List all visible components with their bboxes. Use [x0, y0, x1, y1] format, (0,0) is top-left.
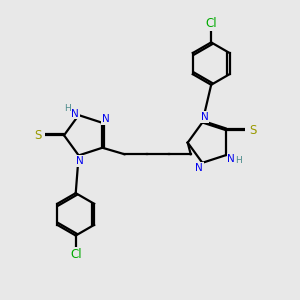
Text: N: N	[71, 109, 79, 118]
Text: H: H	[235, 156, 242, 165]
Text: N: N	[195, 163, 203, 172]
Text: S: S	[35, 129, 42, 142]
Text: N: N	[102, 114, 110, 124]
Text: N: N	[76, 156, 84, 166]
Text: S: S	[249, 124, 256, 137]
Text: Cl: Cl	[70, 248, 82, 261]
Text: N: N	[227, 154, 235, 164]
Text: Cl: Cl	[206, 17, 217, 30]
Text: N: N	[201, 112, 208, 122]
Text: H: H	[64, 104, 71, 113]
